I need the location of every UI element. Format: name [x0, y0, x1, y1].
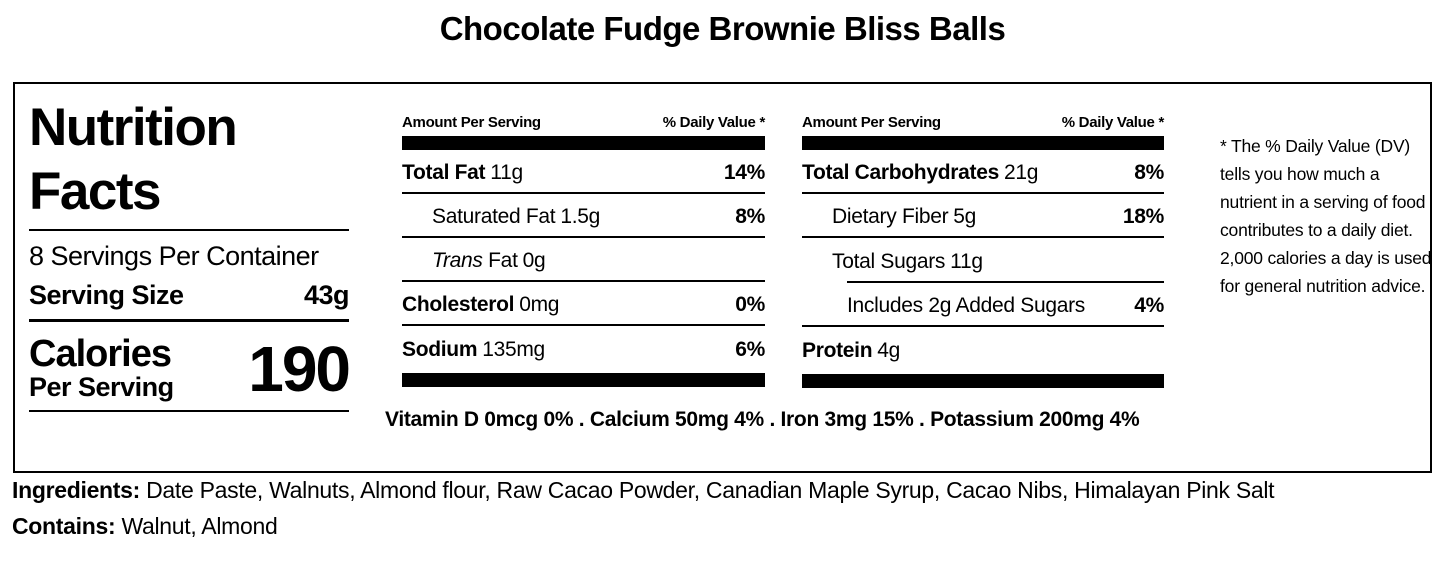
thick-bar [802, 374, 1164, 388]
ingredients-line: Ingredients: Date Paste, Walnuts, Almond… [12, 477, 1432, 504]
nutrient-amount: 4g [877, 339, 901, 362]
divider [29, 319, 349, 323]
calories-labels: Calories Per Serving [29, 335, 174, 403]
contains-line: Contains: Walnut, Almond [12, 513, 1432, 540]
micronutrients-line: Vitamin D 0mcg 0% . Calcium 50mg 4% . Ir… [385, 408, 1140, 431]
nutrient-amount: 1.5g [560, 205, 601, 228]
nutrition-facts-heading: Nutrition Facts [29, 96, 349, 223]
column-header: Amount Per Serving % Daily Value * [802, 114, 1164, 136]
nutrient-name: Includes 2g Added Sugars [847, 294, 1085, 317]
nutrient-row-trans-fat: Trans Fat 0g [402, 238, 765, 282]
thick-bar [402, 136, 765, 150]
nutrient-column-fats: Amount Per Serving % Daily Value * Total… [402, 114, 765, 387]
nutrition-facts-panel: Nutrition Facts 8 Servings Per Container… [13, 82, 1432, 473]
heading-line-2: Facts [29, 161, 161, 221]
contains-value: Walnut, Almond [115, 513, 278, 539]
heading-line-1: Nutrition [29, 98, 238, 157]
nutrient-row-dietary-fiber: Dietary Fiber 5g 18% [802, 194, 1164, 238]
nutrient-name: Cholesterol [402, 293, 515, 316]
nutrient-amount: 0mg [519, 293, 560, 316]
calories-sublabel: Per Serving [29, 372, 174, 403]
nutrient-name: Dietary Fiber [832, 205, 949, 228]
ingredients-value: Date Paste, Walnuts, Almond flour, Raw C… [140, 477, 1275, 503]
divider [29, 410, 349, 413]
nutrient-amount: 135mg [482, 338, 545, 361]
serving-size-row: Serving Size 43g [29, 280, 350, 319]
nutrient-amount: 5g [953, 205, 977, 228]
nutrient-name-italic: Trans [432, 249, 483, 272]
nutrient-amount: 11g [950, 250, 983, 273]
column-header: Amount Per Serving % Daily Value * [402, 114, 765, 136]
nutrient-column-carbs: Amount Per Serving % Daily Value * Total… [802, 114, 1164, 388]
divider [29, 229, 349, 232]
daily-value-footnote: * The % Daily Value (DV) tells you how m… [1220, 136, 1432, 296]
daily-value-header: % Daily Value * [662, 114, 766, 131]
nutrient-name: Total Carbohydrates [802, 161, 999, 184]
nutrient-row-cholesterol: Cholesterol 0mg 0% [402, 282, 765, 326]
nutrient-row-protein: Protein 4g [802, 327, 1164, 370]
nutrient-amount: 21g [1003, 161, 1039, 184]
nutrient-dv: 8% [1134, 161, 1164, 184]
nutrient-name: Fat [482, 249, 518, 272]
thick-bar [402, 373, 765, 387]
nutrient-dv: 18% [1122, 205, 1164, 228]
nutrient-name: Total Sugars [832, 250, 946, 273]
serving-size-value: 43g [303, 280, 350, 311]
nutrient-row-total-sugars: Total Sugars 11g [802, 238, 1164, 281]
product-title: Chocolate Fudge Brownie Bliss Balls [439, 10, 1006, 47]
nutrient-dv: 8% [735, 205, 765, 228]
calories-label: Calories [29, 333, 172, 376]
nutrient-dv: 4% [1134, 294, 1164, 317]
nutrient-dv: 6% [735, 338, 765, 361]
nutrient-row-added-sugars: Includes 2g Added Sugars 4% [802, 283, 1164, 327]
nutrient-name: Protein [802, 339, 873, 362]
nutrient-row-total-fat: Total Fat 11g 14% [402, 150, 765, 194]
panel-summary-column: Nutrition Facts 8 Servings Per Container… [29, 96, 351, 413]
nutrient-row-sodium: Sodium 135mg 6% [402, 326, 765, 369]
nutrient-dv: 14% [723, 161, 765, 184]
servings-per-container: 8 Servings Per Container [29, 241, 319, 272]
nutrient-amount: 11g [490, 161, 523, 184]
thick-bar [802, 136, 1164, 150]
ingredients-label: Ingredients: [12, 477, 141, 503]
daily-value-header: % Daily Value * [1061, 114, 1165, 131]
calories-row: Calories Per Serving 190 [29, 332, 351, 410]
serving-size-label: Serving Size [29, 280, 184, 311]
nutrient-row-saturated-fat: Saturated Fat 1.5g 8% [402, 194, 765, 238]
amount-per-serving-header: Amount Per Serving [802, 114, 941, 131]
nutrient-row-total-carbohydrates: Total Carbohydrates 21g 8% [802, 150, 1164, 194]
nutrient-name: Sodium [402, 338, 478, 361]
nutrient-name: Total Fat [402, 161, 486, 184]
calories-value: 190 [248, 333, 351, 406]
indented-divider [847, 281, 1164, 283]
nutrient-dv: 0% [735, 293, 765, 316]
nutrient-amount: 0g [522, 249, 546, 272]
nutrient-name: Saturated Fat [432, 205, 556, 228]
amount-per-serving-header: Amount Per Serving [402, 114, 541, 131]
contains-label: Contains: [12, 513, 116, 539]
